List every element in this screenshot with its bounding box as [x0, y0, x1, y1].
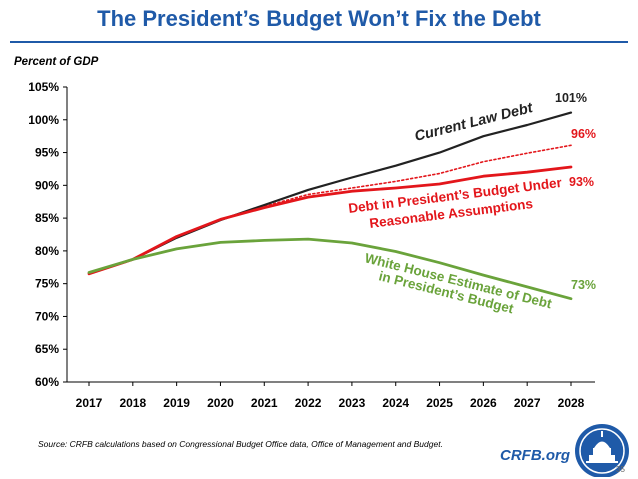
title-divider — [10, 41, 628, 43]
x-tick-label: 2018 — [119, 396, 146, 410]
series-label-current-law: Current Law Debt — [413, 100, 535, 145]
x-tick-label: 2025 — [426, 396, 453, 410]
end-label-current-law: 101% — [555, 91, 587, 105]
x-tick-label: 2024 — [382, 396, 409, 410]
units-label: Percent of GDP — [14, 56, 99, 68]
page-number: 35 — [616, 465, 625, 474]
y-tick-label: 60% — [35, 375, 59, 389]
y-tick-label: 105% — [28, 80, 59, 94]
end-label-dotted: 96% — [571, 127, 596, 141]
x-tick-label: 2020 — [207, 396, 234, 410]
series-line-white-house — [87, 237, 573, 301]
brand-link[interactable]: CRFB.org — [500, 447, 570, 464]
x-tick-label: 2017 — [76, 396, 103, 410]
y-tick-label: 95% — [35, 146, 59, 160]
x-tick-label: 2019 — [163, 396, 190, 410]
y-tick-label: 65% — [35, 342, 59, 356]
x-tick-label: 2028 — [558, 396, 585, 410]
page-title: The President’s Budget Won’t Fix the Deb… — [97, 6, 541, 31]
end-label-white-house: 73% — [571, 278, 596, 292]
x-tick-label: 2021 — [251, 396, 278, 410]
y-tick-label: 75% — [35, 277, 59, 291]
y-tick-label: 90% — [35, 178, 59, 192]
x-tick-label: 2023 — [339, 396, 366, 410]
y-tick-label: 70% — [35, 309, 59, 323]
x-tick-label: 2026 — [470, 396, 497, 410]
x-tick-label: 2022 — [295, 396, 322, 410]
x-tick-label: 2027 — [514, 396, 541, 410]
series-line-reasonable — [87, 165, 573, 276]
source-note: Source: CRFB calculations based on Congr… — [38, 439, 443, 449]
capitol-seal-icon — [575, 424, 629, 477]
end-label-reasonable: 93% — [569, 175, 594, 189]
y-tick-label: 100% — [28, 113, 59, 127]
y-tick-label: 85% — [35, 211, 59, 225]
y-tick-label: 80% — [35, 244, 59, 258]
